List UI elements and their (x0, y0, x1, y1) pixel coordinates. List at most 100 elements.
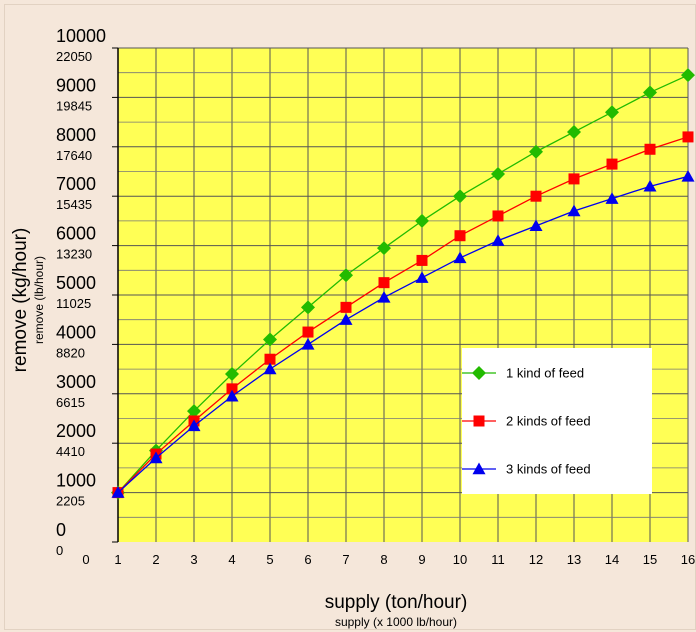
x-tick-label: 0 (82, 552, 89, 567)
data-point (415, 271, 429, 283)
legend-item: 1 kind of feed (462, 366, 584, 381)
series-1 (111, 68, 695, 500)
legend-marker (473, 415, 485, 427)
series-line (117, 175, 689, 494)
data-point (643, 85, 657, 100)
x-axis-title-secondary: supply (x 1000 lb/hour) (335, 615, 457, 629)
x-tick-label: 16 (681, 552, 695, 567)
legend-marker (472, 462, 486, 475)
x-tick-label: 14 (605, 552, 619, 567)
data-point (491, 234, 505, 246)
y-axis-title-secondary: remove (lb/hour) (32, 256, 46, 344)
data-point (301, 300, 315, 315)
grid-lines (117, 47, 689, 542)
x-axis-title: supply (ton/hour) (325, 592, 468, 613)
x-tick-label: 11 (491, 552, 505, 567)
x-tick-label: 3 (190, 552, 197, 567)
y-tick-label: 9000 (56, 75, 96, 95)
data-point (416, 254, 428, 266)
x-tick-label: 7 (342, 552, 349, 567)
series-group (111, 68, 695, 500)
data-point (605, 105, 619, 120)
legend: 1 kind of feed 2 kinds of feed 3 kinds of … (462, 348, 652, 494)
y-tick-label-secondary: 17640 (56, 148, 92, 163)
y-tick-label: 2000 (56, 421, 96, 441)
x-tick-label: 12 (529, 552, 543, 567)
x-tick-label: 4 (228, 552, 235, 567)
data-point (263, 362, 277, 375)
legend-label: 2 kinds of feed (506, 414, 591, 429)
x-tick-label: 5 (266, 552, 273, 567)
y-tick-label: 10000 (56, 26, 106, 46)
data-point (643, 179, 657, 192)
legend-marker (472, 366, 486, 380)
y-tick-label: 3000 (56, 372, 96, 392)
data-point (226, 383, 238, 395)
data-point (491, 166, 505, 181)
data-point (453, 251, 467, 264)
y-tick-label-secondary: 22050 (56, 49, 92, 64)
data-point (568, 173, 580, 185)
legend-label: 1 kind of feed (506, 366, 584, 381)
data-point (340, 301, 352, 313)
y-tick-labels: 0 0 1000 2205 2000 4410 3000 6615 4000 8820 5000 11… (56, 26, 106, 558)
y-tick-label: 0 (56, 520, 66, 540)
data-point (187, 419, 201, 432)
y-axis-title: remove (kg/hour) (10, 228, 31, 373)
x-tick-label: 10 (453, 552, 467, 567)
y-tick-label: 7000 (56, 174, 96, 194)
data-point (453, 189, 467, 204)
data-point (454, 230, 466, 242)
y-tick-label: 6000 (56, 224, 96, 244)
y-tick-label: 8000 (56, 125, 96, 145)
data-point (149, 451, 163, 464)
y-tick-label-secondary: 13230 (56, 247, 92, 262)
data-point (415, 213, 429, 228)
y-tick-label-secondary: 8820 (56, 345, 85, 360)
data-point (377, 241, 391, 256)
data-point (529, 144, 543, 159)
y-tick-label: 1000 (56, 471, 96, 491)
x-tick-label: 8 (380, 552, 387, 567)
data-point (301, 337, 315, 350)
legend-item: 3 kinds of feed (462, 462, 591, 477)
data-point (606, 158, 618, 170)
y-tick-label-secondary: 0 (56, 543, 63, 558)
y-tick-label-secondary: 19845 (56, 98, 92, 113)
data-point (187, 404, 201, 419)
series-line (117, 74, 689, 494)
data-point (567, 204, 581, 217)
x-tick-label: 15 (643, 552, 657, 567)
data-point (605, 192, 619, 204)
y-tick-label-secondary: 6615 (56, 395, 85, 410)
data-point (492, 210, 504, 222)
data-point (111, 486, 125, 498)
data-point (682, 131, 694, 143)
data-point (225, 389, 239, 402)
data-point (681, 169, 695, 182)
data-point (378, 277, 390, 289)
data-point (529, 219, 543, 232)
legend-item: 2 kinds of feed (462, 414, 591, 429)
data-point (377, 290, 391, 303)
x-tick-labels: 0 1 2 3 4 5 6 7 8 9 10 11 12 13 14 15 16 (82, 552, 695, 567)
legend-label: 3 kinds of feed (506, 462, 591, 477)
data-point (264, 353, 276, 365)
data-point (225, 367, 239, 382)
y-tick-label-secondary: 4410 (56, 444, 85, 459)
y-tick-label-secondary: 2205 (56, 494, 85, 509)
x-tick-label: 9 (418, 552, 425, 567)
data-point (339, 313, 353, 325)
data-point (644, 143, 656, 155)
y-tick-label: 5000 (56, 273, 96, 293)
y-tick-label-secondary: 15435 (56, 197, 92, 212)
data-point (567, 124, 581, 139)
series-3 (111, 169, 695, 498)
data-point (263, 332, 277, 347)
x-tick-label: 13 (567, 552, 581, 567)
data-point (681, 68, 695, 83)
x-tick-label: 6 (304, 552, 311, 567)
data-point (530, 190, 542, 202)
data-point (302, 326, 314, 338)
